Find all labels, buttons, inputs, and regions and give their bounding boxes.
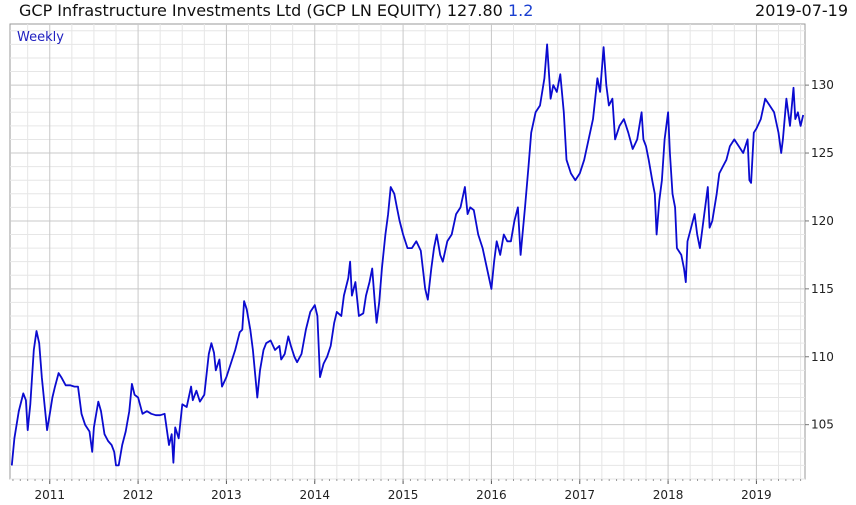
x-tick-label: 2013 (211, 488, 242, 502)
y-tick-label: 115 (811, 282, 834, 296)
security-title: GCP Infrastructure Investments Ltd (GCP … (19, 1, 503, 20)
chart-title: GCP Infrastructure Investments Ltd (GCP … (19, 1, 533, 20)
chart-date: 2019-07-19 (755, 1, 848, 20)
x-tick-label: 2016 (476, 488, 507, 502)
y-tick-label: 120 (811, 214, 834, 228)
plot-area (9, 23, 806, 480)
x-tick-label: 2014 (299, 488, 330, 502)
x-axis: 2011 2012 2013 2014 2015 2016 2017 2018 2019 (12, 479, 802, 502)
y-axis: 105 110 115 120 125 130 (805, 78, 834, 432)
x-tick-label: 2019 (741, 488, 772, 502)
y-tick-label: 110 (811, 350, 834, 364)
y-tick-label: 105 (811, 418, 834, 432)
y-tick-label: 130 (811, 78, 834, 92)
y-tick-label: 125 (811, 146, 834, 160)
grid-lines (10, 24, 805, 480)
x-tick-label: 2011 (34, 488, 65, 502)
price-series-line (10, 43, 805, 467)
x-tick-label: 2015 (388, 488, 419, 502)
x-tick-label: 2018 (653, 488, 684, 502)
x-tick-label: 2012 (123, 488, 154, 502)
period-label: Weekly (17, 30, 64, 45)
x-tick-label: 2017 (564, 488, 595, 502)
price-change: 1.2 (507, 1, 534, 20)
